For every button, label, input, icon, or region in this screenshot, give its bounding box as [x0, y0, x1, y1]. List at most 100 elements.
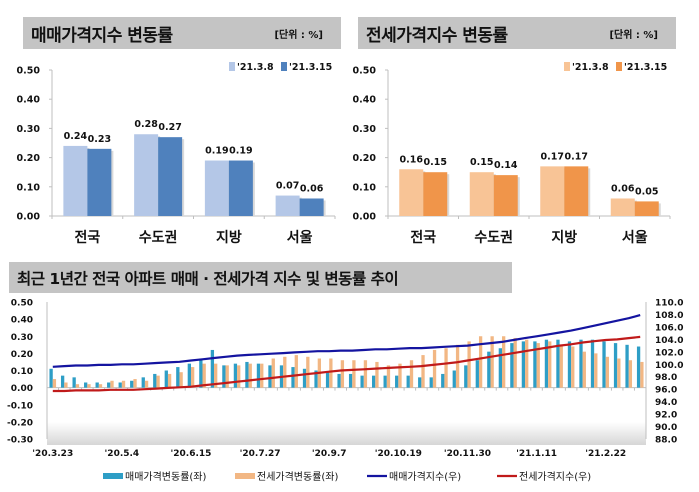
sale-bar [158, 137, 183, 216]
trend-x-tick-label: '20.7.27 [240, 449, 281, 459]
jeonse-data-label: 0.06 [611, 183, 635, 194]
jeonse-category-label: 지방 [551, 229, 577, 246]
trend-bar [617, 358, 621, 388]
sale-data-label: 0.27 [158, 122, 181, 133]
sale-data-label: 0.28 [134, 119, 158, 130]
trend-bar [571, 346, 575, 388]
sale-y-tick-label: 0.30 [17, 124, 41, 135]
trend-bar [625, 344, 629, 388]
trend-legend-label: 매매가격지수(우) [389, 470, 461, 483]
trend-bar [214, 363, 218, 388]
trend-left-tick-label: 0.10 [11, 367, 33, 377]
sale-change-unit: [단위 : %] [274, 29, 323, 41]
trend-bar [187, 363, 191, 388]
trend-bar [52, 379, 57, 388]
sale-change-title: 매매가격지수 변동률 [31, 25, 173, 46]
trend-bar [156, 375, 160, 388]
jeonse-bar [423, 172, 448, 216]
trend-bar [464, 365, 468, 388]
trend-bar [363, 360, 368, 388]
jeonse-data-label: 0.15 [424, 157, 447, 168]
trend-bar [582, 351, 586, 388]
trend-bar [95, 382, 99, 388]
trend-bar [375, 361, 379, 388]
trend-bar [233, 363, 238, 388]
trend-x-tick-label: '20.3.23 [32, 449, 73, 459]
trend-bar [153, 373, 157, 388]
trend-bar [210, 349, 215, 388]
trend-line [52, 314, 641, 368]
trend-bar [202, 363, 206, 388]
trend-right-tick-label: 92.0 [655, 411, 677, 421]
jeonse-y-tick-label: 0.10 [353, 182, 377, 193]
jeonse-y-tick-label: 0.20 [353, 153, 377, 164]
trend-bar [72, 377, 76, 388]
jeonse-bar [399, 169, 424, 216]
trend-bar [559, 344, 563, 388]
trend-bar [602, 341, 606, 388]
trend-right-tick-label: 108.0 [655, 311, 683, 321]
trend-bar [475, 360, 479, 388]
trend-bar [432, 349, 437, 388]
trend-bar [64, 382, 68, 388]
jeonse-data-label: 0.05 [635, 186, 658, 197]
trend-bar [190, 367, 195, 388]
trend-bar [225, 365, 229, 388]
trend-bar [429, 377, 433, 388]
sale-category-label: 지방 [216, 229, 242, 246]
trend-bar [636, 346, 641, 388]
sale-bar [228, 160, 253, 216]
trend-bar [314, 370, 318, 388]
sale-y-tick-label: 0.10 [17, 182, 41, 193]
trend-bar [467, 341, 471, 388]
trend-bar [167, 373, 172, 388]
trend-bar [329, 358, 333, 388]
trend-bar [521, 341, 526, 388]
trend-bar [502, 336, 506, 388]
sale-data-label: 0.24 [64, 131, 88, 142]
trend-bar [283, 356, 287, 388]
trend-bar [110, 380, 114, 388]
trend-bar [590, 339, 595, 388]
trend-right-tick-label: 88.0 [655, 436, 677, 446]
trend-bar [141, 377, 145, 388]
sale-legend-label: '21.3.8 [237, 62, 274, 73]
trend-bar [199, 358, 203, 388]
trend-bar [107, 382, 111, 388]
trend-bar [176, 367, 180, 388]
trend-bar [291, 367, 295, 388]
trend-x-tick-label: '21.2.22 [585, 449, 626, 459]
jeonse-change-title: 전세가격지수 변동률 [366, 25, 508, 46]
trend-bar [478, 336, 483, 388]
trend-right-tick-label: 94.0 [655, 398, 677, 408]
trend-bar [444, 348, 448, 388]
trend-bar [360, 375, 364, 388]
trend-bar [455, 344, 460, 388]
jeonse-bar [634, 201, 659, 216]
trend-legend-label: 전세가격변동률(좌) [257, 470, 339, 483]
trend-bar [487, 351, 491, 388]
trend-bar [452, 370, 456, 388]
trend-right-tick-label: 110.0 [655, 299, 683, 309]
jeonse-legend-label: '21.3.8 [572, 62, 609, 73]
trend-bar [256, 363, 261, 388]
trend-bar [628, 360, 633, 388]
trend-bar [245, 361, 249, 388]
trend-bar [386, 365, 391, 388]
trend-bar [248, 363, 252, 388]
jeonse-y-tick-label: 0.40 [353, 95, 377, 106]
trend-right-tick-label: 106.0 [655, 323, 683, 333]
trend-bar [441, 373, 445, 388]
jeonse-bar [469, 172, 494, 216]
trend-bar [144, 380, 149, 388]
trend-left-tick-label: 0.20 [11, 350, 33, 360]
trend-bar [513, 337, 517, 388]
sale-change-header: 매매가격지수 변동률 [단위 : %] [23, 17, 341, 49]
trend-bar [237, 365, 241, 388]
jeonse-bar [540, 166, 565, 216]
sale-y-tick-label: 0.00 [17, 212, 41, 223]
trend-right-tick-label: 98.0 [655, 373, 677, 383]
trend-x-tick-label: '20.10.19 [375, 449, 422, 459]
sale-bar [63, 145, 88, 216]
